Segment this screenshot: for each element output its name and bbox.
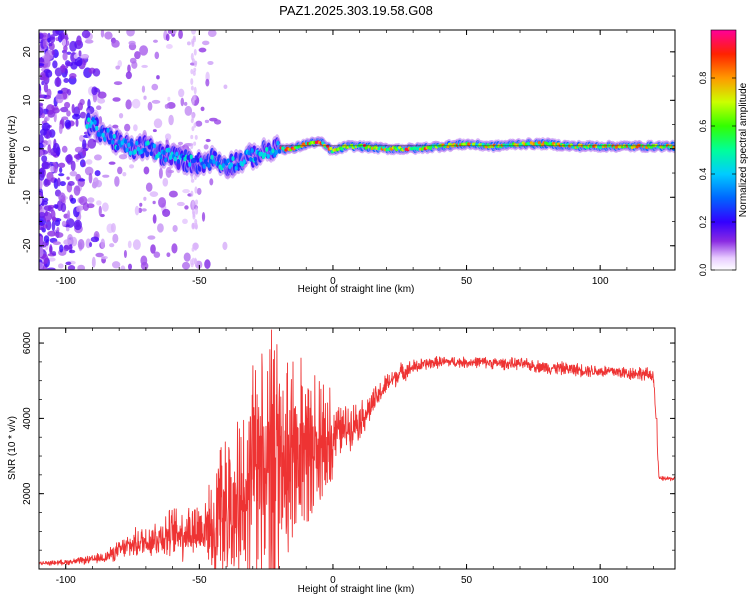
x-tick-label: -50 — [192, 276, 207, 287]
spectrogram-plot-area — [39, 30, 675, 270]
colorbar-tick-label: 0.6 — [698, 120, 708, 133]
y-tick-label: 0 — [22, 146, 33, 152]
x-tick-label: 100 — [592, 575, 609, 586]
y-tick-label: 20 — [22, 46, 33, 58]
x-tick-label: 50 — [461, 276, 473, 287]
snr-background — [39, 328, 675, 569]
x-tick-label: -50 — [192, 575, 207, 586]
snr-frame — [38, 327, 676, 570]
x-tick-label: -100 — [56, 276, 76, 287]
spectrogram-ridge — [84, 109, 675, 180]
x-tick-label: 0 — [330, 575, 336, 586]
snr-x-ticks: -100 -50 0 50 100 — [38, 328, 654, 586]
spectrogram-frame — [38, 29, 676, 271]
colorbar-tick-label: 0.4 — [698, 168, 708, 181]
colorbar-tick-label: 0.8 — [698, 72, 708, 85]
snr-panel: -100 -50 0 50 100 2000 4000 6000 Height of str… — [7, 327, 676, 595]
y-tick-label: -10 — [22, 190, 33, 205]
colorbar-ticks: 0.0 0.2 0.4 0.6 0.8 — [698, 72, 736, 277]
colorbar-gradient — [711, 30, 736, 270]
x-tick-label: 0 — [330, 276, 336, 287]
colorbar: 0.0 0.2 0.4 0.6 0.8 Normalized spectral ampl… — [698, 29, 749, 277]
snr-x-label: Height of straight line (km) — [298, 584, 415, 595]
x-tick-label: 50 — [461, 575, 473, 586]
colorbar-tick-label: 0.2 — [698, 216, 708, 229]
y-tick-label: 10 — [22, 94, 33, 106]
snr-series-line — [39, 329, 675, 569]
colorbar-label: Normalized spectral amplitude — [738, 82, 749, 217]
snr-y-ticks: 2000 4000 6000 — [22, 332, 675, 551]
snr-plot-area — [39, 329, 675, 569]
colorbar-frame — [710, 29, 737, 271]
x-tick-label: -100 — [56, 575, 76, 586]
spectrogram-y-ticks: -20 -10 0 10 20 — [22, 46, 675, 271]
y-tick-label: 6000 — [22, 332, 33, 355]
figure-title: PAZ1.2025.303.19.58.G08 — [279, 3, 433, 18]
y-tick-label: 4000 — [22, 407, 33, 430]
y-tick-label: -20 — [22, 238, 33, 253]
colorbar-tick-label: 0.0 — [698, 264, 708, 277]
y-tick-label: 2000 — [22, 482, 33, 505]
x-tick-label: 100 — [592, 276, 609, 287]
spectrogram-y-label: Frequency (Hz) — [7, 116, 18, 185]
spectrogram-x-ticks: -100 -50 0 50 100 — [38, 30, 654, 287]
snr-y-label: SNR (10 * v/v) — [7, 416, 18, 480]
spectrogram-x-label: Height of straight line (km) — [298, 284, 415, 295]
